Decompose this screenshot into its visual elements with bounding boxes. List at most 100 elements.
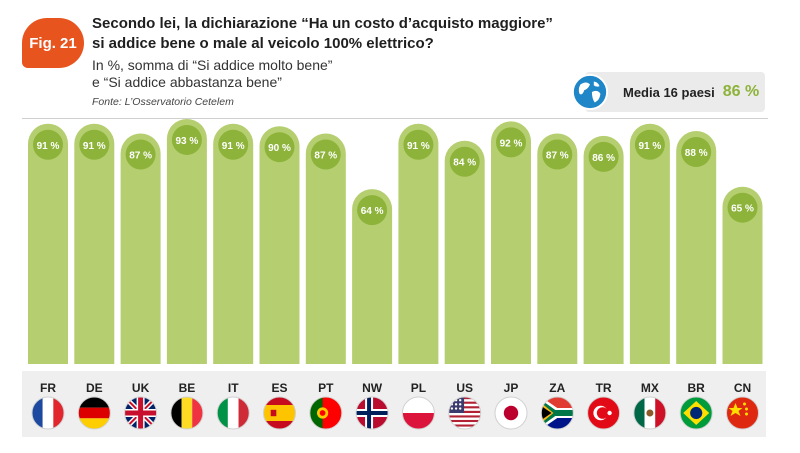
header-divider bbox=[22, 118, 768, 119]
bar-group-jp: 92 % JP bbox=[491, 121, 531, 430]
value-bubble bbox=[496, 127, 526, 158]
value-bubble bbox=[403, 129, 434, 160]
bar-cn bbox=[722, 186, 763, 364]
category-label: DE bbox=[86, 381, 103, 395]
value-bubble bbox=[588, 141, 619, 172]
value-bubble bbox=[357, 195, 388, 226]
value-bubble bbox=[264, 132, 295, 163]
average-box: Media 16 paesi 86 % bbox=[571, 72, 765, 112]
data-label: 91 % bbox=[37, 141, 60, 152]
value-bubble bbox=[542, 139, 573, 170]
category-label: NW bbox=[362, 381, 383, 395]
data-label: 65 % bbox=[731, 204, 754, 215]
data-label: 91 % bbox=[83, 141, 106, 152]
flag-uk-icon bbox=[124, 396, 158, 430]
bar-group-es: 90 % ES bbox=[259, 126, 300, 430]
flag-br-icon bbox=[679, 396, 713, 430]
bar-group-mx: 91 % MX bbox=[629, 123, 670, 430]
subtitle-line-1: In %, somma di “Si addice molto bene” bbox=[92, 57, 333, 73]
data-label: 87 % bbox=[314, 150, 337, 161]
chart-title: Secondo lei, la dichiarazione “Ha un cos… bbox=[92, 15, 553, 52]
category-label: US bbox=[456, 381, 473, 395]
data-label: 64 % bbox=[361, 206, 384, 217]
data-label: 91 % bbox=[639, 141, 662, 152]
bar-group-pl: 91 % PL bbox=[398, 123, 439, 430]
flag-tr-icon bbox=[587, 396, 621, 430]
category-label: TR bbox=[596, 381, 612, 395]
bar-de bbox=[74, 123, 115, 364]
category-label: PT bbox=[318, 381, 334, 395]
flag-pt-icon bbox=[309, 396, 343, 430]
bar-group-de: 91 % DE bbox=[74, 123, 115, 430]
bar-group-us: 84 % US bbox=[444, 140, 485, 430]
flag-it-icon bbox=[216, 396, 250, 430]
flag-fr-icon bbox=[31, 396, 65, 430]
source-note: Fonte: L’Osservatorio Cetelem bbox=[92, 96, 234, 108]
flag-mx-icon bbox=[633, 396, 667, 430]
bar-group-br: 88 % BR bbox=[676, 131, 717, 430]
bar-be bbox=[166, 118, 207, 364]
bar-mx bbox=[629, 123, 670, 364]
category-label: BE bbox=[179, 381, 196, 395]
category-label: PL bbox=[411, 381, 426, 395]
category-label: JP bbox=[504, 381, 519, 395]
flag-pl-icon bbox=[401, 396, 435, 430]
bar-za bbox=[537, 133, 578, 364]
data-label: 87 % bbox=[129, 150, 152, 161]
data-label: 87 % bbox=[546, 150, 569, 161]
category-label: FR bbox=[40, 381, 56, 395]
category-label: MX bbox=[641, 381, 659, 395]
flag-no-icon bbox=[355, 396, 389, 430]
bar-uk bbox=[120, 133, 161, 364]
value-bubble bbox=[33, 129, 63, 160]
value-bubble bbox=[449, 146, 480, 177]
value-bubble bbox=[634, 129, 665, 160]
flag-es-icon bbox=[263, 396, 296, 430]
bar-group-za: 87 % ZA bbox=[537, 133, 578, 430]
flag-us-icon bbox=[448, 396, 482, 430]
bar-fr bbox=[28, 123, 68, 364]
data-label: 86 % bbox=[592, 153, 615, 164]
bar-group-uk: 87 % UK bbox=[120, 133, 161, 430]
value-bubble bbox=[171, 124, 202, 155]
bar-jp bbox=[491, 121, 531, 364]
bar-group-cn: 65 % CN bbox=[722, 186, 763, 430]
data-label: 92 % bbox=[500, 138, 523, 149]
bar-pt bbox=[305, 133, 346, 364]
data-label: 91 % bbox=[407, 141, 430, 152]
value-bubble bbox=[727, 192, 758, 223]
subtitle-line-2: e “Si addice abbastanza bene” bbox=[92, 74, 282, 90]
value-bubble bbox=[79, 129, 110, 160]
bar-group-tr: 86 % TR bbox=[583, 135, 624, 430]
figure-badge: Fig. 21 bbox=[22, 18, 84, 68]
category-label: CN bbox=[734, 381, 751, 395]
bar-us bbox=[444, 140, 485, 364]
category-label: IT bbox=[228, 381, 239, 395]
value-bubble bbox=[218, 129, 249, 160]
category-label: UK bbox=[132, 381, 150, 395]
globe-icon bbox=[571, 73, 609, 111]
bar-group-nw: 64 % NW bbox=[352, 189, 393, 430]
bar-br bbox=[676, 131, 717, 364]
data-label: 93 % bbox=[176, 136, 199, 147]
bar-group-pt: 87 % PT bbox=[305, 133, 346, 430]
bar-es bbox=[259, 126, 300, 364]
flag-jp-icon bbox=[494, 396, 528, 430]
flag-cn-icon bbox=[726, 396, 759, 430]
bar-it bbox=[213, 123, 254, 364]
category-label: ZA bbox=[549, 381, 565, 395]
flag-de-icon bbox=[77, 396, 111, 430]
flag-be-icon bbox=[170, 396, 204, 430]
chart-subtitle: In %, somma di “Si addice molto bene” e … bbox=[92, 57, 332, 91]
data-label: 84 % bbox=[453, 158, 476, 169]
data-label: 91 % bbox=[222, 141, 245, 152]
category-label: BR bbox=[688, 381, 706, 395]
data-label: 88 % bbox=[685, 148, 708, 159]
value-bubble bbox=[310, 139, 341, 170]
flag-za-icon bbox=[540, 396, 574, 430]
data-label: 90 % bbox=[268, 143, 291, 154]
bar-group-fr: 91 % FR bbox=[28, 123, 68, 430]
average-value: 86 % bbox=[722, 83, 760, 100]
bar-group-be: 93 % BE bbox=[166, 118, 207, 430]
